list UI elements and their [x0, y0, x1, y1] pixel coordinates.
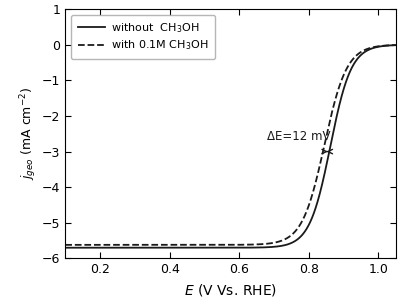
- without  CH$_3$OH: [64, 246, 69, 250]
- Line: with 0.1M CH$_3$OH: with 0.1M CH$_3$OH: [48, 45, 406, 245]
- Line: without  CH$_3$OH: without CH$_3$OH: [48, 45, 406, 248]
- with 0.1M CH$_3$OH: [64, 243, 69, 247]
- with 0.1M CH$_3$OH: [45, 243, 50, 247]
- with 0.1M CH$_3$OH: [393, 43, 398, 47]
- Y-axis label: $\it{j}_{geo}$ (mA cm$^{-2}$): $\it{j}_{geo}$ (mA cm$^{-2}$): [18, 87, 39, 180]
- Legend: without  CH$_3$OH, with 0.1M CH$_3$OH: without CH$_3$OH, with 0.1M CH$_3$OH: [71, 15, 215, 59]
- Text: ΔE=12 mV: ΔE=12 mV: [267, 130, 330, 143]
- without  CH$_3$OH: [210, 246, 215, 250]
- without  CH$_3$OH: [404, 43, 408, 47]
- X-axis label: $\it{E}$ (V Vs. RHE): $\it{E}$ (V Vs. RHE): [184, 282, 277, 298]
- without  CH$_3$OH: [393, 43, 398, 47]
- without  CH$_3$OH: [393, 43, 398, 47]
- without  CH$_3$OH: [220, 246, 224, 250]
- without  CH$_3$OH: [45, 246, 50, 250]
- with 0.1M CH$_3$OH: [328, 119, 333, 122]
- with 0.1M CH$_3$OH: [393, 43, 398, 47]
- with 0.1M CH$_3$OH: [220, 243, 224, 247]
- without  CH$_3$OH: [328, 146, 333, 150]
- with 0.1M CH$_3$OH: [404, 43, 408, 47]
- with 0.1M CH$_3$OH: [210, 243, 215, 247]
